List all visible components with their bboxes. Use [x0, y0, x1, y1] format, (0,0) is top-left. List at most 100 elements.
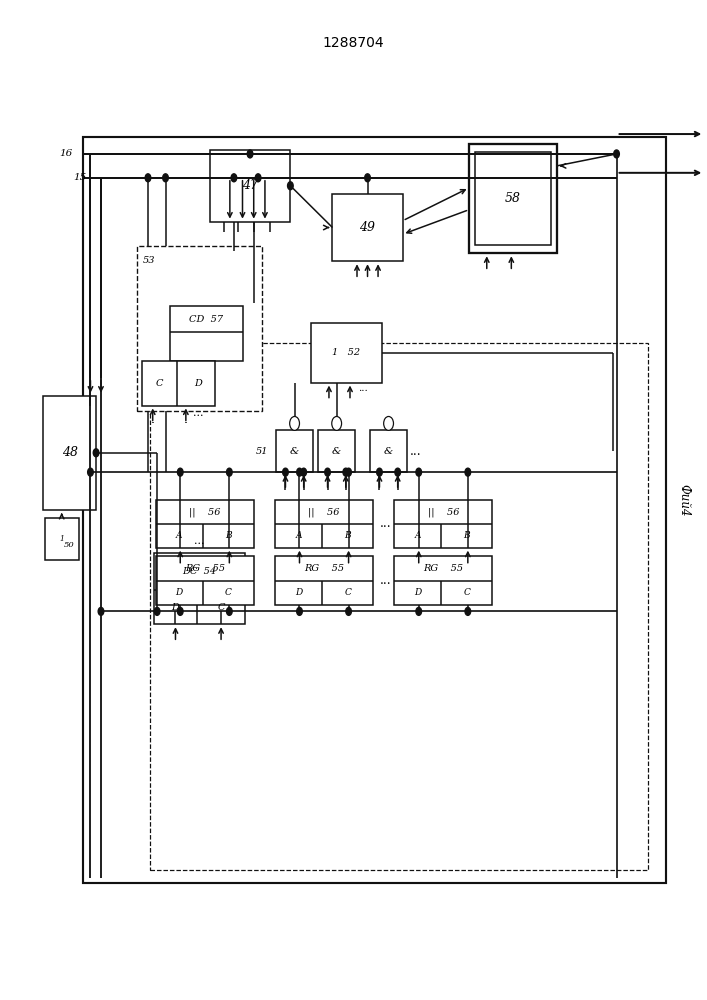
Bar [311, 323, 382, 383]
Circle shape [297, 607, 303, 615]
Circle shape [395, 468, 400, 476]
Circle shape [465, 607, 471, 615]
Circle shape [332, 416, 341, 430]
Text: &: & [332, 447, 341, 456]
Bar [395, 500, 492, 548]
Bar [275, 500, 373, 548]
Text: RG    55: RG 55 [304, 564, 344, 573]
Circle shape [346, 607, 351, 615]
Bar [156, 500, 254, 548]
Circle shape [297, 468, 303, 476]
Text: ||    56: || 56 [308, 507, 340, 517]
Bar [370, 430, 407, 472]
Text: A: A [296, 531, 302, 540]
Circle shape [226, 607, 232, 615]
Text: D: D [194, 379, 201, 388]
Text: RG    55: RG 55 [185, 564, 225, 573]
Bar [475, 152, 551, 245]
Text: D: D [175, 588, 183, 597]
Text: &: & [290, 447, 299, 456]
Text: D: D [172, 603, 180, 612]
Text: 1288704: 1288704 [322, 36, 385, 50]
Bar [210, 150, 291, 222]
Circle shape [301, 468, 307, 476]
Circle shape [226, 468, 232, 476]
Text: ...: ... [358, 384, 368, 393]
Circle shape [88, 468, 93, 476]
Circle shape [255, 174, 261, 182]
Bar [395, 556, 492, 605]
Bar [137, 246, 262, 410]
Circle shape [325, 468, 330, 476]
Text: RG    55: RG 55 [423, 564, 463, 573]
Text: 50: 50 [64, 541, 74, 549]
Bar [150, 343, 648, 870]
Text: 53: 53 [143, 256, 156, 265]
Text: ...: ... [380, 517, 392, 530]
Text: ||    56: || 56 [189, 507, 221, 517]
Circle shape [247, 150, 253, 158]
Circle shape [365, 174, 370, 182]
Bar [43, 396, 96, 510]
Text: 1   52: 1 52 [332, 348, 361, 357]
Text: 51: 51 [255, 447, 268, 456]
Text: C: C [156, 379, 163, 388]
Bar [332, 194, 402, 261]
Bar [170, 306, 243, 361]
Text: ||    56: || 56 [428, 507, 459, 517]
Circle shape [346, 468, 351, 476]
Bar [83, 137, 666, 883]
Circle shape [145, 174, 151, 182]
Text: 16: 16 [59, 149, 73, 158]
Circle shape [231, 174, 237, 182]
Text: D: D [414, 588, 421, 597]
Circle shape [384, 416, 394, 430]
Bar [276, 430, 312, 472]
Text: 49: 49 [360, 221, 375, 234]
Circle shape [98, 607, 104, 615]
Circle shape [177, 607, 183, 615]
Circle shape [290, 416, 300, 430]
Text: 15: 15 [74, 173, 87, 182]
Text: &: & [384, 447, 393, 456]
Text: 48: 48 [62, 446, 78, 459]
Text: ...: ... [380, 574, 392, 587]
Bar [275, 556, 373, 605]
Circle shape [283, 468, 288, 476]
Text: ...: ... [193, 408, 204, 418]
Text: 58: 58 [505, 192, 521, 205]
Text: DC  54: DC 54 [182, 567, 216, 576]
Text: ...: ... [409, 445, 421, 458]
Text: B: B [344, 531, 351, 540]
Text: C: C [463, 588, 470, 597]
Circle shape [343, 468, 349, 476]
Text: B: B [225, 531, 232, 540]
Circle shape [163, 174, 168, 182]
Circle shape [154, 607, 160, 615]
Text: A: A [414, 531, 421, 540]
Circle shape [465, 468, 471, 476]
Text: B: B [464, 531, 470, 540]
Circle shape [614, 150, 619, 158]
Text: C: C [217, 603, 225, 612]
Text: CD  57: CD 57 [189, 315, 223, 324]
Bar [156, 556, 254, 605]
Circle shape [377, 468, 382, 476]
Text: ...: ... [194, 536, 204, 546]
Bar [153, 553, 245, 624]
Text: 1: 1 [59, 535, 64, 543]
Circle shape [288, 182, 293, 190]
Text: A: A [176, 531, 182, 540]
Text: 47: 47 [242, 179, 258, 192]
Circle shape [416, 607, 421, 615]
Text: Фий4: Фий4 [677, 484, 690, 516]
Circle shape [93, 449, 99, 457]
Circle shape [416, 468, 421, 476]
Bar [318, 430, 355, 472]
Bar [45, 518, 78, 560]
Text: C: C [225, 588, 232, 597]
Circle shape [177, 468, 183, 476]
Text: D: D [295, 588, 302, 597]
Bar [141, 361, 216, 406]
Text: C: C [344, 588, 351, 597]
